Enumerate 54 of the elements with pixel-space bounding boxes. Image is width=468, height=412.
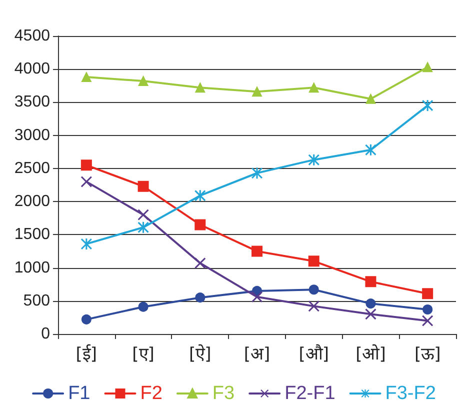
point	[422, 304, 433, 314]
y-tick-label: 3500	[14, 94, 50, 111]
point	[422, 100, 434, 112]
legend-label: F1	[68, 383, 90, 404]
point	[81, 314, 92, 324]
legend-label: F3	[212, 383, 235, 404]
x-tick-label: [ए]	[132, 344, 154, 364]
point	[138, 76, 148, 86]
point	[80, 176, 92, 188]
y-tick-label: 4000	[14, 60, 50, 78]
x-tick-label: [औ]	[298, 344, 329, 364]
y-tick-label: 1000	[14, 259, 50, 276]
y-tick-label: 1500	[14, 226, 50, 244]
legend-label: F3-F2	[385, 383, 436, 404]
y-tick-label: 2500	[14, 160, 50, 177]
point	[195, 82, 206, 93]
x-tick-label: [ओ]	[356, 344, 386, 364]
point	[365, 308, 376, 320]
point	[308, 154, 320, 166]
y-tick-label: 3000	[14, 126, 50, 144]
point	[194, 219, 206, 230]
point	[308, 284, 319, 295]
point	[366, 94, 376, 104]
point	[308, 300, 320, 312]
point	[138, 180, 149, 192]
point	[138, 302, 148, 312]
point	[138, 209, 149, 220]
legend-label: F2	[140, 383, 162, 404]
y-tick-label: 4500	[14, 28, 50, 44]
point	[366, 298, 376, 309]
point	[80, 160, 92, 171]
point	[252, 246, 262, 257]
point	[195, 292, 206, 303]
point	[194, 258, 206, 269]
x-tick-label: [ऐ]	[189, 344, 212, 364]
point	[308, 82, 319, 93]
point	[81, 72, 92, 82]
point	[252, 291, 262, 302]
point	[422, 315, 434, 326]
y-tick-label: 2000	[14, 193, 50, 210]
x-tick-label: [ऊ]	[414, 344, 441, 364]
point	[252, 86, 262, 97]
x-tick-label: [अ]	[244, 344, 270, 364]
point	[422, 62, 433, 72]
y-tick-label: 0	[41, 326, 50, 342]
point	[308, 256, 320, 267]
point	[80, 238, 92, 250]
x-tick-label: [ई]	[76, 344, 98, 364]
point	[365, 276, 376, 288]
point	[422, 288, 434, 300]
y-tick-label: 500	[23, 292, 50, 310]
point	[252, 168, 262, 179]
point	[194, 190, 206, 202]
legend-label: F2-F1	[284, 383, 336, 404]
